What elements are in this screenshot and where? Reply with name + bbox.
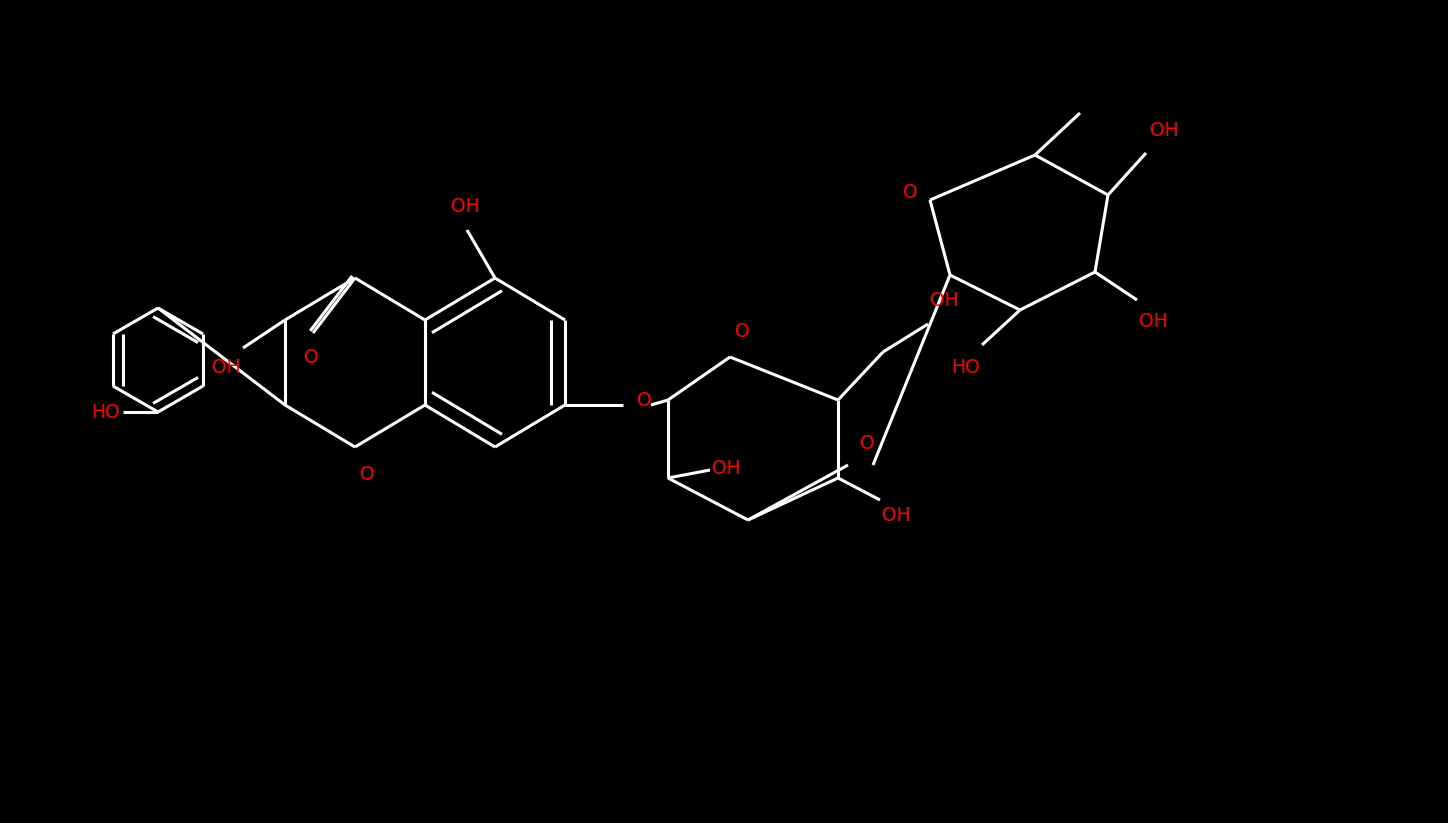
- Text: O: O: [904, 183, 918, 202]
- Text: HO: HO: [951, 358, 980, 377]
- Text: OH: OH: [712, 458, 741, 477]
- Text: O: O: [736, 322, 750, 341]
- Text: HO: HO: [91, 402, 120, 421]
- Text: OH: OH: [213, 358, 240, 377]
- Text: OH: OH: [450, 197, 479, 216]
- Text: O: O: [860, 434, 875, 453]
- Text: OH: OH: [1150, 121, 1179, 140]
- Text: O: O: [637, 390, 652, 410]
- Text: O: O: [304, 348, 319, 367]
- Text: OH: OH: [882, 506, 911, 525]
- Text: OH: OH: [930, 291, 959, 310]
- Text: OH: OH: [1140, 312, 1167, 331]
- Text: O: O: [361, 465, 375, 484]
